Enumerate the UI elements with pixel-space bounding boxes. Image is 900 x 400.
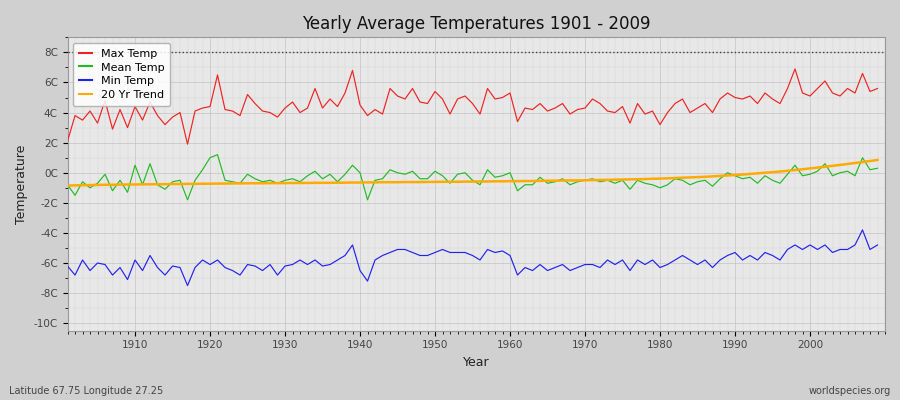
Title: Yearly Average Temperatures 1901 - 2009: Yearly Average Temperatures 1901 - 2009 — [302, 15, 651, 33]
Y-axis label: Temperature: Temperature — [15, 144, 28, 224]
Legend: Max Temp, Mean Temp, Min Temp, 20 Yr Trend: Max Temp, Mean Temp, Min Temp, 20 Yr Tre… — [73, 43, 170, 106]
X-axis label: Year: Year — [463, 356, 490, 369]
Text: worldspecies.org: worldspecies.org — [809, 386, 891, 396]
Text: Latitude 67.75 Longitude 27.25: Latitude 67.75 Longitude 27.25 — [9, 386, 163, 396]
